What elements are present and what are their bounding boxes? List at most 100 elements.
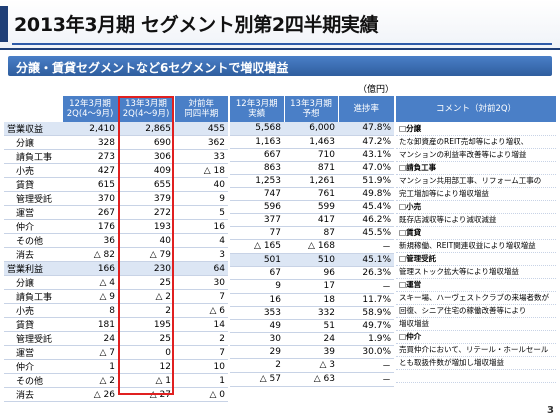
- table-row: 管理受託 24 25 2: [4, 331, 228, 346]
- value-cell: 30: [174, 275, 228, 290]
- value-cell: 2: [174, 331, 228, 346]
- table-row: 863 871 47.0%: [230, 161, 394, 175]
- table-row: 67 96 26.3%: [230, 266, 394, 280]
- value-cell: △ 79: [118, 247, 174, 262]
- table-row: 仲介 1 12 10: [4, 359, 228, 374]
- value-cell: 1: [174, 373, 228, 388]
- row-label: その他: [4, 373, 62, 388]
- value-cell: 267: [62, 205, 118, 220]
- left-header-cell: 13年3月期 2Q(4〜9月): [117, 96, 174, 122]
- row-label: 仲介: [4, 359, 62, 374]
- comment-line: □賃貸: [396, 226, 556, 240]
- value-cell: 747: [230, 187, 284, 201]
- value-cell: 195: [118, 317, 174, 332]
- value-cell: 409: [118, 163, 174, 178]
- value-cell: 166: [62, 261, 118, 276]
- value-cell: 45.4%: [338, 200, 394, 214]
- value-cell: 25: [118, 275, 174, 290]
- comment-text: □賃貸: [396, 226, 556, 240]
- value-cell: 417: [284, 213, 338, 227]
- value-cell: 1,261: [284, 174, 338, 188]
- table-row: 77 87 45.5%: [230, 226, 394, 240]
- table-row: 353 332 58.9%: [230, 306, 394, 320]
- value-cell: 30: [230, 332, 284, 346]
- left-header-cell: 対前年 同四半期: [173, 96, 228, 122]
- page-number: 3: [547, 405, 554, 416]
- quarterly-results-table: 12年3月期 2Q(4〜9月) 13年3月期 2Q(4〜9月) 対前年 同四半期 営…: [4, 96, 228, 402]
- comment-text: 売買仲介において、リテール・ホールセール: [396, 343, 556, 357]
- comment-text: 管理ストック拡大等により増収増益: [396, 265, 556, 279]
- value-cell: 362: [174, 135, 228, 150]
- value-cell: 25: [118, 331, 174, 346]
- row-label: 小売: [4, 303, 62, 318]
- value-cell: 1,163: [230, 135, 284, 149]
- value-cell: 40: [174, 177, 228, 192]
- comment-text: 完工増加等により増収増益: [396, 187, 556, 201]
- table-row: 1,253 1,261 51.9%: [230, 174, 394, 188]
- value-cell: △ 168: [284, 239, 338, 254]
- value-cell: 87: [284, 226, 338, 240]
- value-cell: 667: [230, 148, 284, 162]
- value-cell: △ 63: [284, 372, 338, 387]
- row-label: 運営: [4, 205, 62, 220]
- value-cell: 14: [174, 317, 228, 332]
- row-label: 賃貸: [4, 317, 62, 332]
- left-header-cell: 12年3月期 2Q(4〜9月): [61, 96, 118, 122]
- table-row: 営業収益 2,410 2,865 455: [4, 122, 228, 136]
- comments-table: コメント（対前2Q） □分譲 たな卸資産のREIT売却等により増収、 マンションの利…: [396, 96, 556, 383]
- value-cell: 17: [284, 279, 338, 294]
- page-title: 2013年3月期 セグメント別第2四半期実績: [14, 14, 379, 36]
- value-cell: 455: [174, 122, 228, 136]
- table-row: 16 18 11.7%: [230, 293, 394, 307]
- table-row: 667 710 43.1%: [230, 148, 394, 162]
- comment-text: 既存店減収等により減収減益: [396, 213, 556, 227]
- value-cell: 761: [284, 187, 338, 201]
- row-label: 管理受託: [4, 331, 62, 346]
- row-label: 請負工事: [4, 289, 62, 304]
- value-cell: 1.9%: [338, 332, 394, 346]
- comment-text: 新規稼働、REIT関連収益により増収増益: [396, 239, 556, 253]
- value-cell: △ 3: [284, 358, 338, 373]
- table-row: 賃貸 181 195 14: [4, 317, 228, 332]
- value-cell: 1: [62, 359, 118, 374]
- value-cell: 77: [230, 226, 284, 240]
- comment-text: 回復、シニア住宅の稼働改善等により: [396, 304, 556, 318]
- value-cell: 12: [118, 359, 174, 374]
- table-row: △ 57 △ 63 －: [230, 372, 394, 387]
- comment-line: 管理ストック拡大等により増収増益: [396, 265, 556, 279]
- value-cell: 501: [230, 253, 284, 267]
- value-cell: 24: [284, 332, 338, 346]
- value-cell: △ 0: [174, 387, 228, 402]
- value-cell: 2: [230, 358, 284, 373]
- value-cell: △ 2: [62, 373, 118, 388]
- table-row: 営業利益 166 230 64: [4, 261, 228, 276]
- value-cell: 5,568: [230, 122, 284, 136]
- value-cell: 8: [62, 303, 118, 318]
- value-cell: 710: [284, 148, 338, 162]
- value-cell: 10: [174, 359, 228, 374]
- table-row: 分譲 328 690 362: [4, 135, 228, 150]
- value-cell: 29: [230, 345, 284, 359]
- value-cell: 306: [118, 149, 174, 164]
- mid-header-cell: 進捗率: [337, 96, 394, 122]
- value-cell: 47.0%: [338, 161, 394, 175]
- comment-line: 回復、シニア住宅の稼働改善等により: [396, 304, 556, 318]
- value-cell: 47.2%: [338, 135, 394, 149]
- comment-text: マンションの利益率改善等により増益: [396, 148, 556, 162]
- title-accent: [0, 6, 8, 42]
- value-cell: 9: [230, 279, 284, 294]
- comment-text: □運営: [396, 278, 556, 292]
- value-cell: 4: [174, 233, 228, 248]
- value-cell: 30.0%: [338, 345, 394, 359]
- value-cell: －: [338, 239, 394, 254]
- value-cell: 379: [118, 191, 174, 206]
- table-row: 501 510 45.1%: [230, 253, 394, 267]
- value-cell: 49: [230, 319, 284, 333]
- value-cell: 0: [118, 345, 174, 360]
- value-cell: 2: [118, 303, 174, 318]
- comment-line: たな卸資産のREIT売却等により増収、: [396, 135, 556, 149]
- value-cell: △ 82: [62, 247, 118, 262]
- value-cell: 2,865: [118, 122, 174, 136]
